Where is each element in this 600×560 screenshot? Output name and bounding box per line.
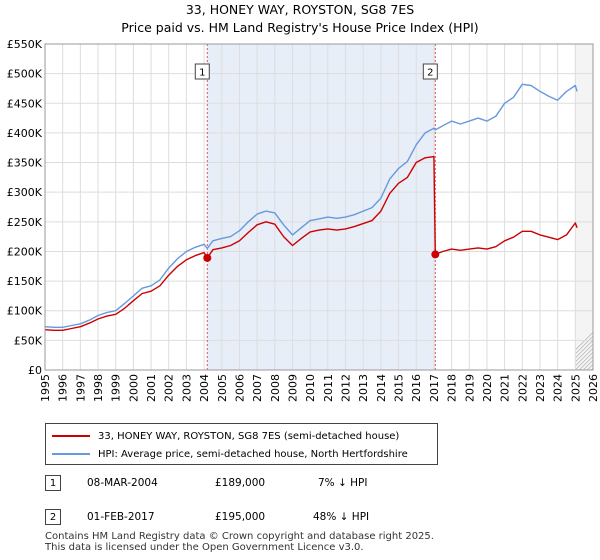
x-tick-label: 2000	[127, 374, 140, 402]
x-tick-label: 2018	[446, 374, 459, 402]
y-tick-label: £450K	[7, 97, 43, 110]
y-tick-label: £200K	[7, 245, 43, 258]
x-tick-label: 1995	[39, 374, 52, 402]
x-tick-label: 1999	[110, 374, 123, 402]
hpi-series-line	[44, 83, 578, 328]
x-tick-label: 2009	[286, 374, 299, 402]
plot-frame	[44, 43, 594, 371]
x-tick-label: 2002	[163, 374, 176, 402]
transaction-badge: 1	[45, 475, 61, 491]
future-hatch-line	[595, 44, 600, 370]
transaction-date: 01-FEB-2017	[87, 511, 155, 523]
transaction-date: 08-MAR-2004	[87, 477, 158, 489]
sale-marker-1	[203, 253, 212, 262]
y-tick-label: £400K	[7, 127, 43, 140]
sale-label-box-2	[422, 63, 438, 80]
x-tick-label: 2021	[499, 374, 512, 402]
legend-label-property: 33, HONEY WAY, ROYSTON, SG8 7ES (semi-de…	[98, 430, 400, 442]
ownership-shade	[207, 44, 436, 370]
x-tick-label: 2004	[198, 374, 211, 402]
y-tick-label: £250K	[7, 216, 43, 229]
x-tick-label: 2014	[375, 374, 388, 402]
x-tick-label: 2022	[516, 374, 529, 402]
footer-line1: Contains HM Land Registry data © Crown c…	[45, 531, 434, 542]
y-tick-label: £550K	[7, 38, 43, 51]
x-tick-label: 2026	[587, 374, 600, 402]
legend-swatch-hpi	[52, 453, 90, 455]
transaction-hpi-diff: 7% ↓ HPI	[318, 477, 368, 489]
future-region	[575, 44, 593, 370]
legend: 33, HONEY WAY, ROYSTON, SG8 7ES (semi-de…	[45, 423, 438, 465]
sale-label-1: 1	[199, 68, 205, 79]
x-tick-label: 2008	[269, 374, 282, 402]
x-tick-label: 1998	[92, 374, 105, 402]
x-tick-label: 2003	[180, 374, 193, 402]
x-tick-label: 2024	[552, 374, 565, 402]
x-tick-label: 2020	[481, 374, 494, 402]
x-tick-label: 2005	[216, 374, 229, 402]
transaction-badge: 2	[45, 509, 61, 525]
x-tick-label: 1997	[74, 374, 87, 402]
y-tick-label: £0	[28, 364, 42, 377]
transaction-hpi-diff: 48% ↓ HPI	[313, 511, 370, 523]
sale-marker-2	[431, 250, 440, 259]
x-tick-label: 2012	[340, 374, 353, 402]
y-tick-label: £500K	[7, 68, 43, 81]
x-tick-label: 2006	[233, 374, 246, 402]
x-tick-label: 2013	[357, 374, 370, 402]
legend-label-hpi: HPI: Average price, semi-detached house,…	[98, 448, 408, 460]
x-tick-label: 2010	[304, 374, 317, 402]
x-tick-label: 2016	[410, 374, 423, 402]
footer-line2: This data is licensed under the Open Gov…	[45, 542, 364, 553]
y-tick-label: £150K	[7, 275, 43, 288]
x-tick-label: 2007	[251, 374, 264, 402]
footer: Contains HM Land Registry data © Crown c…	[45, 531, 434, 553]
y-tick-label: £350K	[7, 157, 43, 170]
legend-item-property: 33, HONEY WAY, ROYSTON, SG8 7ES (semi-de…	[52, 428, 399, 444]
y-tick-label: £100K	[7, 305, 43, 318]
x-tick-label: 1996	[57, 374, 70, 402]
chart-title-line2: Price paid vs. HM Land Registry's House …	[121, 20, 479, 35]
x-tick-label: 2001	[145, 374, 158, 402]
x-tick-label: 2015	[393, 374, 406, 402]
y-tick-label: £300K	[7, 186, 43, 199]
transaction-price: £195,000	[215, 511, 266, 523]
x-tick-label: 2025	[569, 374, 582, 402]
sale-label-2: 2	[427, 68, 433, 79]
transaction-price: £189,000	[215, 477, 266, 489]
property-series-line	[44, 155, 578, 331]
x-tick-label: 2011	[322, 374, 335, 402]
chart-title-line1: 33, HONEY WAY, ROYSTON, SG8 7ES	[185, 2, 415, 17]
x-tick-label: 2017	[428, 374, 441, 402]
sale-label-box-1	[194, 63, 210, 80]
price-chart: 1 2 £0 £50K £100K £150K £200K £250K £300K £350K £…	[7, 38, 600, 402]
legend-item-hpi: HPI: Average price, semi-detached house,…	[52, 446, 408, 462]
x-tick-label: 2019	[463, 374, 476, 402]
x-tick-label: 2023	[534, 374, 547, 402]
y-tick-label: £50K	[14, 334, 43, 347]
legend-swatch-property	[52, 435, 90, 437]
